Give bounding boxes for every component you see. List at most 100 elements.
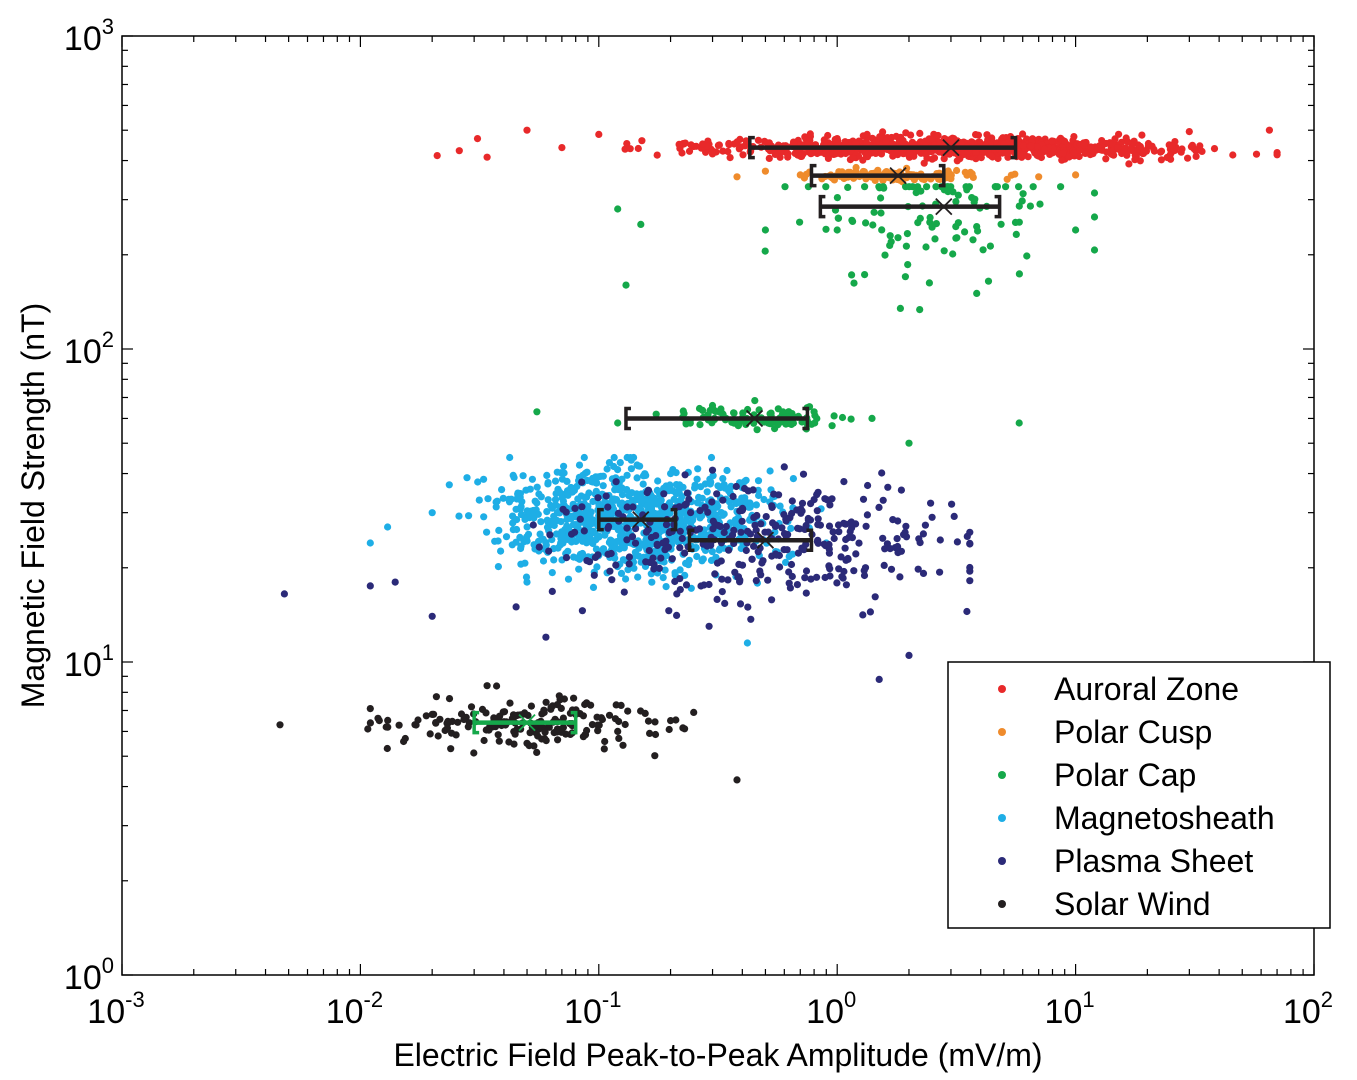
plasma-sheet-point bbox=[764, 576, 772, 584]
plasma-sheet-point bbox=[788, 497, 796, 505]
solar-wind-point bbox=[452, 731, 460, 739]
plasma-sheet-point bbox=[366, 582, 374, 590]
auroral-zone-point bbox=[626, 145, 634, 153]
plasma-sheet-point bbox=[814, 515, 822, 523]
solar-wind-point bbox=[557, 704, 565, 713]
plasma-sheet-point bbox=[829, 528, 837, 536]
plasma-sheet-point bbox=[676, 527, 684, 535]
solar-wind-point bbox=[646, 729, 654, 738]
magnetosheath-point bbox=[581, 493, 589, 501]
polar-cap-point bbox=[974, 227, 982, 235]
polar-cap-point bbox=[954, 191, 962, 199]
polar-cap-point bbox=[614, 419, 622, 427]
plasma-sheet-point bbox=[833, 579, 841, 587]
solar-wind-point bbox=[558, 725, 566, 733]
plasma-sheet-point bbox=[848, 534, 857, 542]
plasma-sheet-point bbox=[881, 545, 889, 553]
polar-cap-point bbox=[969, 236, 977, 244]
polar-cap-point bbox=[979, 246, 987, 254]
plasma-sheet-point bbox=[660, 490, 668, 498]
solar-wind-point bbox=[644, 717, 653, 725]
plasma-sheet-point bbox=[280, 590, 288, 598]
polar-cap-point bbox=[771, 425, 779, 433]
solar-wind-point bbox=[428, 710, 436, 719]
legend-marker-magnetosheath bbox=[998, 814, 1006, 822]
magnetosheath-point bbox=[455, 512, 463, 520]
plasma-sheet-point bbox=[607, 549, 615, 558]
magnetosheath-point bbox=[560, 469, 568, 477]
plasma-sheet-point bbox=[623, 536, 631, 544]
solar-wind-point bbox=[554, 736, 562, 744]
auroral-zone-point bbox=[638, 137, 646, 145]
magnetosheath-point bbox=[509, 519, 517, 527]
plasma-sheet-point bbox=[778, 524, 786, 532]
magnetosheath-point bbox=[624, 566, 632, 574]
plasma-sheet-point bbox=[814, 536, 822, 544]
polar-cap-point bbox=[1090, 189, 1099, 197]
plasma-sheet-point bbox=[840, 478, 848, 486]
plasma-sheet-point bbox=[391, 578, 399, 586]
plasma-sheet-point bbox=[802, 540, 810, 549]
magnetosheath-point bbox=[589, 527, 597, 535]
magnetosheath-point bbox=[698, 557, 706, 565]
polar-cap-point bbox=[782, 420, 790, 428]
auroral-zone-point bbox=[455, 147, 463, 155]
auroral-zone-point bbox=[899, 138, 907, 146]
auroral-zone-point bbox=[806, 130, 814, 138]
magnetosheath-point bbox=[627, 465, 636, 473]
plasma-sheet-point bbox=[737, 528, 745, 536]
auroral-zone-point bbox=[1065, 153, 1073, 161]
polar-cap-point bbox=[730, 419, 738, 427]
plasma-sheet-point bbox=[657, 554, 665, 562]
solar-wind-point bbox=[434, 732, 442, 740]
magnetosheath-point bbox=[666, 509, 674, 517]
polar-cap-point bbox=[849, 217, 857, 225]
solar-wind-point bbox=[276, 721, 284, 729]
polar-cap-point bbox=[877, 194, 885, 202]
auroral-zone-point bbox=[765, 154, 773, 162]
solar-wind-point bbox=[587, 701, 595, 709]
magnetosheath-point bbox=[622, 575, 630, 583]
plasma-sheet-point bbox=[662, 521, 671, 529]
auroral-zone-point bbox=[754, 136, 763, 144]
auroral-zone-point bbox=[983, 131, 991, 139]
polar-cap-point bbox=[1023, 252, 1031, 260]
plasma-sheet-point bbox=[590, 571, 598, 579]
plasma-sheet-point bbox=[936, 568, 944, 576]
magnetosheath-point bbox=[712, 553, 720, 561]
auroral-zone-point bbox=[977, 154, 985, 162]
magnetosheath-point bbox=[662, 583, 670, 591]
plasma-sheet-point bbox=[788, 509, 796, 518]
plot-frame bbox=[121, 35, 1315, 976]
plasma-sheet-point bbox=[744, 527, 752, 535]
magnetosheath-point bbox=[517, 544, 525, 553]
polar-cusp-point bbox=[944, 167, 952, 175]
auroral-zone-point bbox=[893, 148, 902, 157]
magnetosheath-point bbox=[789, 475, 798, 483]
magnetosheath-point bbox=[633, 474, 641, 482]
magnetosheath-point bbox=[548, 569, 556, 577]
solar-wind-point bbox=[533, 748, 541, 757]
solar-wind-point bbox=[547, 703, 555, 711]
plasma-sheet-point bbox=[814, 521, 822, 529]
auroral-zone-point bbox=[1118, 149, 1126, 158]
polar-cap-point bbox=[931, 235, 939, 243]
solar-wind-point bbox=[619, 741, 627, 749]
auroral-zone-point bbox=[1058, 156, 1066, 164]
magnetosheath-point bbox=[556, 488, 564, 496]
magnetosheath-point bbox=[625, 492, 633, 500]
plasma-sheet-point bbox=[787, 560, 796, 569]
plasma-sheet-point bbox=[780, 463, 788, 471]
plasma-sheet-point bbox=[545, 547, 553, 555]
plasma-sheet-point bbox=[605, 522, 613, 531]
plasma-sheet-point bbox=[859, 495, 868, 503]
solar-wind-point bbox=[542, 737, 550, 745]
polar-cap-point bbox=[1012, 230, 1020, 238]
solar-wind-point bbox=[542, 698, 550, 706]
legend-label-plasma-sheet: Plasma Sheet bbox=[1054, 843, 1253, 879]
plasma-sheet-point bbox=[902, 522, 910, 530]
solar-wind-point bbox=[570, 694, 578, 702]
magnetosheath-point bbox=[617, 569, 626, 578]
magnetosheath-point bbox=[608, 537, 616, 545]
auroral-zone-point bbox=[1138, 131, 1146, 139]
